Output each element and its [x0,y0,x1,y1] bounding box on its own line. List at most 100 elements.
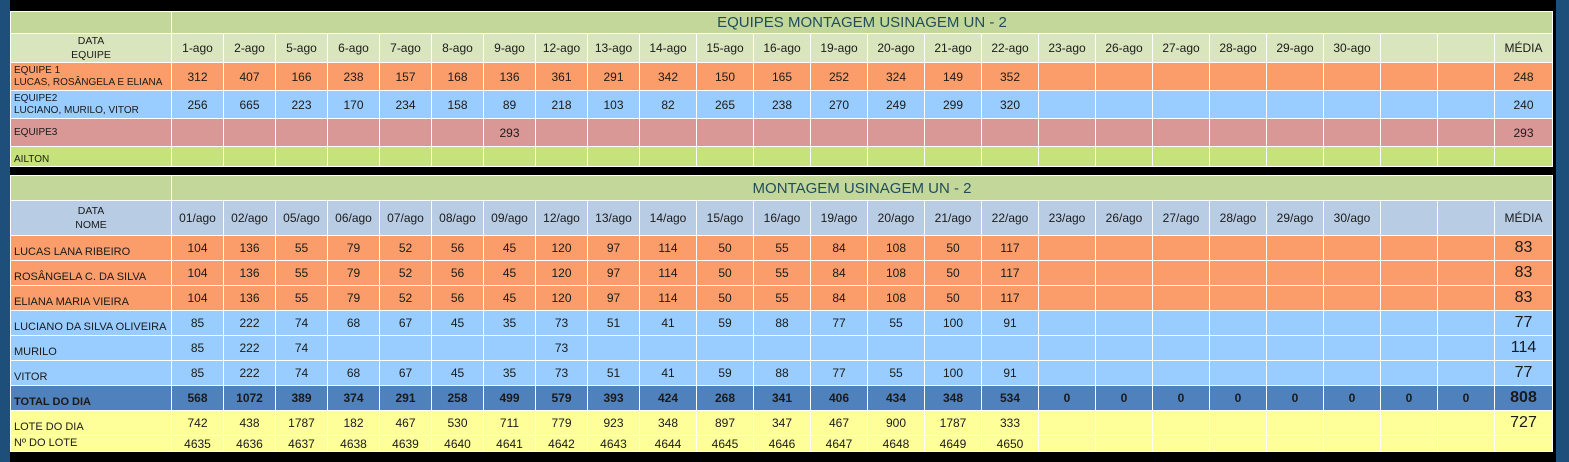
value-cell[interactable]: 52 [379,285,432,311]
value-cell[interactable]: 218 [535,90,588,119]
value-cell[interactable] [1095,310,1153,336]
value-cell[interactable] [1380,260,1438,286]
value-cell[interactable]: 68 [327,310,380,336]
value-cell[interactable] [1152,90,1210,119]
value-cell[interactable]: 0 [1038,385,1096,411]
value-cell[interactable] [587,118,640,147]
value-cell[interactable]: 50 [696,260,754,286]
date-header-cell[interactable]: 16-ago [753,33,811,63]
value-cell[interactable]: 4648 [867,435,925,452]
value-cell[interactable] [1095,62,1153,91]
value-cell[interactable]: 0 [1152,385,1210,411]
date-header-cell[interactable]: 14-ago [639,33,697,63]
value-cell[interactable] [1038,310,1096,336]
value-cell[interactable] [696,146,754,167]
value-cell[interactable]: 149 [924,62,982,91]
date-header-cell[interactable]: 09/ago [483,200,536,236]
date-header-cell[interactable]: 22/ago [981,200,1039,236]
value-cell[interactable] [1380,360,1438,386]
value-cell[interactable]: 374 [327,385,380,411]
value-cell[interactable]: 84 [810,235,868,261]
value-cell[interactable]: 114 [639,235,697,261]
value-cell[interactable]: 270 [810,90,868,119]
value-cell[interactable]: 467 [810,410,868,436]
value-cell[interactable] [379,335,432,361]
team-label-cell[interactable]: EQUIPE2 LUCIANO, MURILO, VITOR [10,90,172,119]
value-cell[interactable]: 222 [223,310,276,336]
value-cell[interactable]: 51 [587,360,640,386]
value-cell[interactable] [924,118,982,147]
value-cell[interactable] [1038,235,1096,261]
value-cell[interactable] [1266,335,1324,361]
value-cell[interactable] [1266,410,1324,436]
value-cell[interactable] [1095,118,1153,147]
date-header-cell[interactable]: 23/ago [1038,200,1096,236]
value-cell[interactable]: 467 [379,410,432,436]
value-cell[interactable]: 114 [639,285,697,311]
value-cell[interactable] [981,335,1039,361]
value-cell[interactable] [1380,90,1438,119]
value-cell[interactable] [379,118,432,147]
value-cell[interactable] [1152,235,1210,261]
value-cell[interactable]: 347 [753,410,811,436]
value-cell[interactable] [587,335,640,361]
value-cell[interactable] [1323,235,1381,261]
date-header-cell[interactable]: 12-ago [535,33,588,63]
value-cell[interactable] [1038,335,1096,361]
value-cell[interactable] [753,146,811,167]
value-cell[interactable] [1209,360,1267,386]
avg-cell[interactable]: 240 [1494,90,1553,119]
value-cell[interactable]: 249 [867,90,925,119]
value-cell[interactable]: 114 [639,260,697,286]
value-cell[interactable]: 348 [924,385,982,411]
date-header-cell[interactable]: 8-ago [431,33,484,63]
avg-cell[interactable]: 293 [1494,118,1553,147]
date-header-cell[interactable]: 21-ago [924,33,982,63]
value-cell[interactable] [1323,285,1381,311]
team-label-cell[interactable]: EQUIPE3 [10,118,172,147]
value-cell[interactable]: 222 [223,335,276,361]
value-cell[interactable] [327,118,380,147]
value-cell[interactable] [1266,360,1324,386]
value-cell[interactable]: 41 [639,310,697,336]
value-cell[interactable] [810,118,868,147]
value-cell[interactable]: 45 [483,285,536,311]
value-cell[interactable] [1038,146,1096,167]
date-header-cell[interactable]: 16/ago [753,200,811,236]
value-cell[interactable] [1209,62,1267,91]
value-cell[interactable]: 108 [867,285,925,311]
value-cell[interactable] [1152,360,1210,386]
value-cell[interactable]: 120 [535,285,588,311]
worker-name-cell[interactable]: ELIANA MARIA VIEIRA [10,285,172,311]
value-cell[interactable]: 77 [810,310,868,336]
value-cell[interactable]: 68 [327,360,380,386]
value-cell[interactable]: 103 [587,90,640,119]
value-cell[interactable]: 389 [275,385,328,411]
value-cell[interactable] [535,118,588,147]
value-cell[interactable]: 252 [810,62,868,91]
value-cell[interactable]: 291 [379,385,432,411]
lote-row-avg[interactable]: 727 [1494,410,1553,436]
date-header-cell[interactable]: 08/ago [431,200,484,236]
value-cell[interactable]: 55 [753,285,811,311]
date-header-cell[interactable]: 5-ago [275,33,328,63]
value-cell[interactable]: 55 [275,235,328,261]
value-cell[interactable]: 73 [535,335,588,361]
team-label-cell[interactable]: AILTON [10,146,172,167]
value-cell[interactable] [1380,285,1438,311]
value-cell[interactable]: 534 [981,385,1039,411]
worker-name-cell[interactable]: ROSÂNGELA C. DA SILVA [10,260,172,286]
value-cell[interactable]: 85 [171,310,224,336]
date-header-cell[interactable]: 6-ago [327,33,380,63]
value-cell[interactable]: 136 [223,235,276,261]
value-cell[interactable]: 117 [981,260,1039,286]
value-cell[interactable]: 168 [431,62,484,91]
date-header-cell[interactable]: 30-ago [1323,33,1381,63]
date-header-cell[interactable]: 05/ago [275,200,328,236]
value-cell[interactable] [1152,310,1210,336]
value-cell[interactable]: 4649 [924,435,982,452]
value-cell[interactable] [1266,118,1324,147]
value-cell[interactable] [1266,235,1324,261]
worker-name-cell[interactable]: LUCAS LANA RIBEIRO [10,235,172,261]
value-cell[interactable] [639,146,697,167]
